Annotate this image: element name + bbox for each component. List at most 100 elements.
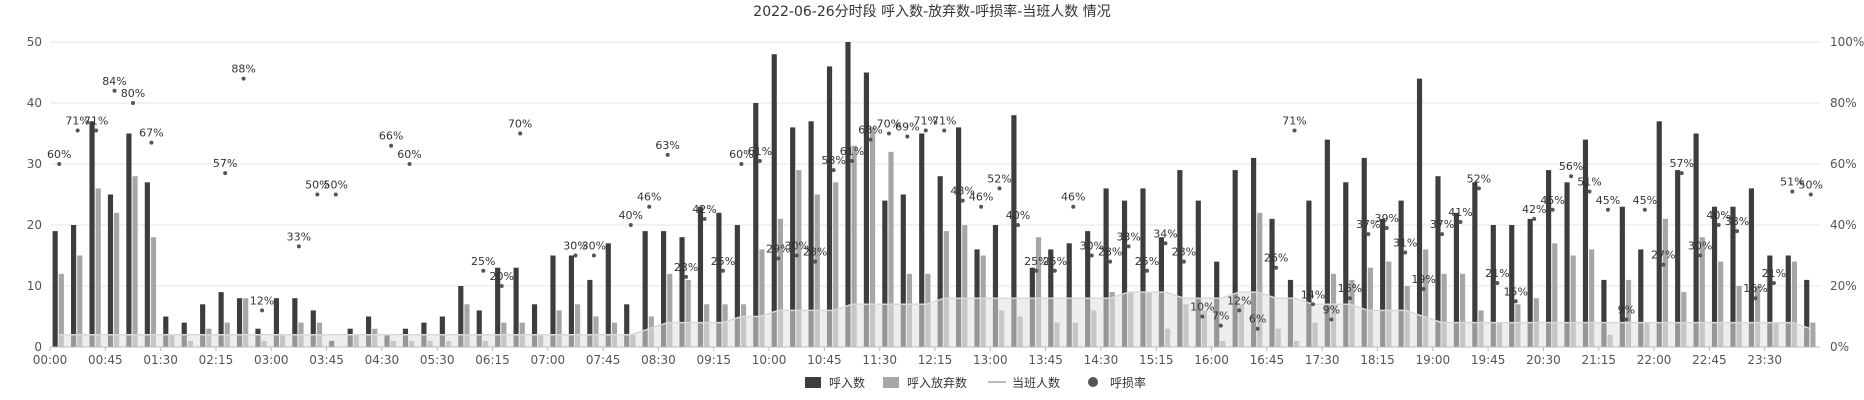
rate-data-label: 37% bbox=[1356, 218, 1380, 231]
rate-data-label: 67% bbox=[139, 127, 163, 140]
rate-dot bbox=[1403, 250, 1408, 255]
bar-calls bbox=[587, 279, 593, 347]
rate-data-label: 30% bbox=[1688, 240, 1712, 253]
bar-calls bbox=[1269, 218, 1275, 347]
bar-abandoned bbox=[1699, 237, 1705, 347]
rate-data-label: 30% bbox=[784, 240, 808, 253]
rate-data-label: 37% bbox=[1430, 218, 1454, 231]
x-tick-label: 02:15 bbox=[199, 353, 234, 367]
bar-calls bbox=[144, 182, 150, 347]
x-tick-label: 22:00 bbox=[1637, 353, 1672, 367]
bar-abandoned bbox=[1589, 249, 1595, 347]
bar-calls bbox=[1619, 206, 1625, 347]
bar-abandoned bbox=[1423, 249, 1429, 347]
rate-dot bbox=[997, 186, 1002, 191]
rate-dot bbox=[1771, 280, 1776, 285]
rate-dot bbox=[1181, 259, 1186, 264]
rate-data-label: 25% bbox=[1024, 255, 1048, 268]
rate-dot bbox=[1163, 241, 1168, 246]
rate-dot bbox=[112, 88, 117, 93]
bar-abandoned bbox=[1459, 273, 1466, 347]
x-tick-label: 03:45 bbox=[309, 353, 344, 367]
rate-dot bbox=[241, 76, 246, 81]
rate-dot bbox=[1237, 308, 1242, 313]
rate-dot bbox=[1735, 229, 1740, 234]
y-axis-right: 0% 20% 40% 60% 80% 100% bbox=[1830, 35, 1864, 354]
bar-calls bbox=[1416, 78, 1423, 347]
bar-calls bbox=[1324, 139, 1330, 347]
rate-dot bbox=[647, 204, 652, 209]
rate-dot bbox=[1458, 219, 1463, 224]
rate-data-label: 70% bbox=[877, 118, 901, 131]
rate-dots: 60%71%71%84%80%67%57%88%12%33%50%50%66%6… bbox=[47, 63, 1823, 331]
x-tick-label: 01:30 bbox=[143, 353, 178, 367]
bar-calls bbox=[1546, 170, 1552, 347]
bar-calls bbox=[1453, 212, 1459, 347]
bar-calls bbox=[771, 54, 777, 347]
rate-dot bbox=[1034, 268, 1039, 273]
bar-calls bbox=[1472, 182, 1478, 347]
rate-dot bbox=[665, 152, 670, 157]
rate-data-label: 46% bbox=[1061, 191, 1085, 204]
bar-calls bbox=[863, 72, 869, 347]
bar-abandoned bbox=[1681, 292, 1687, 347]
bar-abandoned bbox=[962, 225, 968, 347]
bar-calls bbox=[1785, 255, 1791, 347]
legend-swatch-calls bbox=[805, 377, 821, 388]
rate-dot bbox=[1569, 174, 1574, 179]
bar-calls bbox=[107, 194, 114, 347]
y-tick-label: 10 bbox=[27, 279, 42, 293]
rate-data-label: 28% bbox=[803, 246, 827, 259]
rate-dot bbox=[1476, 186, 1481, 191]
bar-calls bbox=[568, 255, 574, 347]
bar-calls bbox=[1638, 249, 1644, 347]
x-tick-label: 22:45 bbox=[1692, 353, 1727, 367]
rate-dot bbox=[1790, 189, 1795, 194]
rate-data-label: 9% bbox=[1618, 304, 1635, 317]
bar-calls bbox=[919, 133, 925, 347]
x-tick-label: 07:45 bbox=[586, 353, 621, 367]
rate-data-label: 9% bbox=[1323, 304, 1340, 317]
bar-calls bbox=[366, 316, 372, 347]
bar-abandoned bbox=[1754, 286, 1761, 347]
rate-data-label: 39% bbox=[1374, 212, 1398, 225]
rate-dot bbox=[868, 137, 873, 142]
rate-dot bbox=[923, 128, 928, 133]
bar-calls bbox=[89, 121, 95, 347]
y-tick-label: 0 bbox=[34, 340, 42, 354]
rate-data-label: 30% bbox=[1079, 240, 1103, 253]
rate-data-label: 40% bbox=[1706, 209, 1730, 222]
x-tick-label: 21:15 bbox=[1581, 353, 1616, 367]
bar-abandoned bbox=[556, 310, 562, 347]
bar-calls bbox=[661, 231, 667, 347]
rate-data-label: 88% bbox=[231, 63, 255, 76]
rate-data-label: 25% bbox=[1135, 255, 1159, 268]
x-tick-label: 19:00 bbox=[1416, 353, 1451, 367]
rate-data-label: 21% bbox=[1485, 267, 1509, 280]
bar-abandoned bbox=[814, 194, 820, 347]
rate-dot bbox=[481, 268, 486, 273]
bar-calls bbox=[1582, 139, 1589, 347]
bar-calls bbox=[1306, 200, 1312, 347]
rate-data-label: 80% bbox=[121, 87, 145, 100]
rate-data-label: 40% bbox=[619, 209, 643, 222]
rate-dot bbox=[149, 140, 154, 145]
rate-data-label: 28% bbox=[1098, 246, 1122, 259]
rate-data-label: 50% bbox=[305, 179, 329, 192]
bar-calls bbox=[1195, 200, 1201, 347]
rate-dot bbox=[1642, 207, 1647, 212]
rate-dot bbox=[1605, 207, 1610, 212]
rate-dot bbox=[130, 101, 135, 105]
rate-data-label: 20% bbox=[489, 270, 513, 283]
bar-abandoned bbox=[464, 304, 470, 347]
rate-dot bbox=[1513, 299, 1518, 304]
bar-calls bbox=[1177, 170, 1183, 347]
rate-dot bbox=[1329, 317, 1334, 322]
bar-calls bbox=[163, 316, 169, 347]
bar-calls bbox=[1251, 157, 1257, 347]
staff-area bbox=[59, 292, 1811, 347]
bar-calls bbox=[956, 127, 962, 348]
rate-data-label: 23% bbox=[674, 261, 698, 274]
rate-dot bbox=[518, 131, 523, 136]
rate-dot bbox=[1292, 128, 1297, 133]
